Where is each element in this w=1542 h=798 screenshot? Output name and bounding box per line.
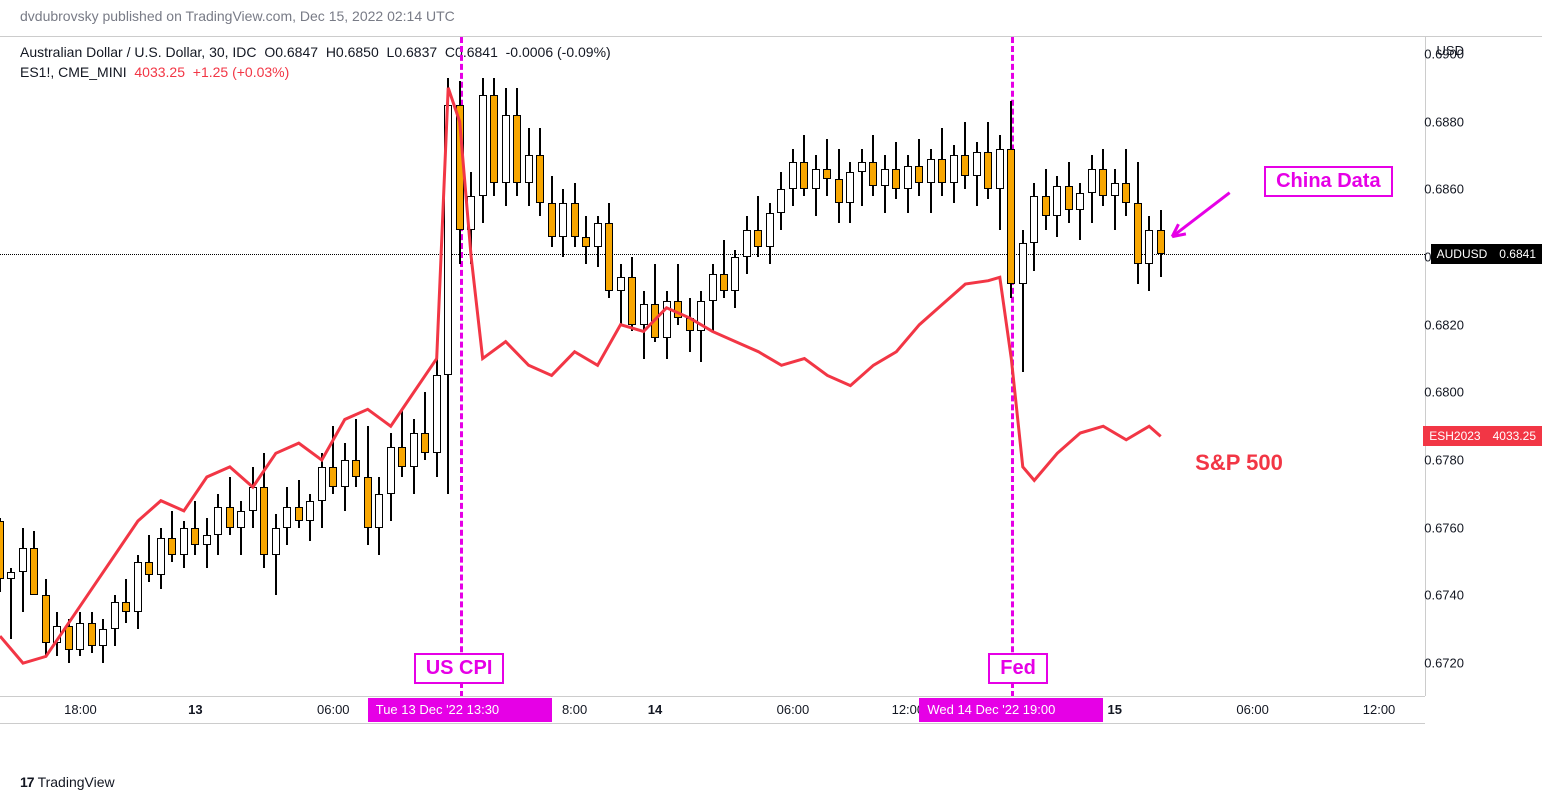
- price-tick: 0.6780: [1424, 453, 1464, 468]
- arrow-head: [1172, 234, 1186, 237]
- price-tick: 0.6760: [1424, 520, 1464, 535]
- time-badge: Tue 13 Dec '22 13:30: [368, 698, 552, 722]
- time-badge: Wed 14 Dec '22 19:00: [919, 698, 1103, 722]
- price-tick: 0.6860: [1424, 182, 1464, 197]
- sp500-label: S&P 500: [1195, 450, 1283, 476]
- price-tick: 0.6720: [1424, 656, 1464, 671]
- time-tick: 06:00: [1236, 702, 1269, 717]
- time-tick: 06:00: [317, 702, 350, 717]
- price-tick: 0.6800: [1424, 385, 1464, 400]
- es-price-badge: ESH20234033.25: [1423, 426, 1542, 446]
- chart-pane[interactable]: US CPI Fed China Data S&P 500: [0, 36, 1425, 696]
- tradingview-text: TradingView: [38, 774, 115, 790]
- time-tick: 12:00: [1363, 702, 1396, 717]
- us-cpi-label: US CPI: [414, 653, 505, 684]
- current-price-badge: AUDUSD0.6841: [1431, 244, 1542, 264]
- time-axis[interactable]: 18:001306:008:001406:0012:001506:0012:00…: [0, 696, 1425, 724]
- time-tick: 15: [1107, 702, 1121, 717]
- time-tick: 14: [648, 702, 662, 717]
- overlay-svg: [0, 37, 1425, 697]
- tradingview-footer: 17TradingView: [20, 774, 115, 790]
- tradingview-logo-icon: 17: [20, 774, 34, 790]
- time-tick: 13: [188, 702, 202, 717]
- price-tick: 0.6880: [1424, 114, 1464, 129]
- price-tick: 0.6820: [1424, 317, 1464, 332]
- china-data-label: China Data: [1264, 166, 1392, 197]
- last-price-line: [0, 254, 1425, 255]
- arrow-line: [1172, 193, 1229, 237]
- price-axis[interactable]: USD 0.69000.68800.68600.68400.68200.6800…: [1425, 36, 1542, 696]
- time-tick: 18:00: [64, 702, 97, 717]
- publish-header: dvdubrovsky published on TradingView.com…: [20, 8, 455, 24]
- fed-label: Fed: [988, 653, 1048, 684]
- time-tick: 8:00: [562, 702, 587, 717]
- time-tick: 06:00: [777, 702, 810, 717]
- arrow-head: [1172, 224, 1178, 236]
- price-tick: 0.6740: [1424, 588, 1464, 603]
- price-tick: 0.6900: [1424, 46, 1464, 61]
